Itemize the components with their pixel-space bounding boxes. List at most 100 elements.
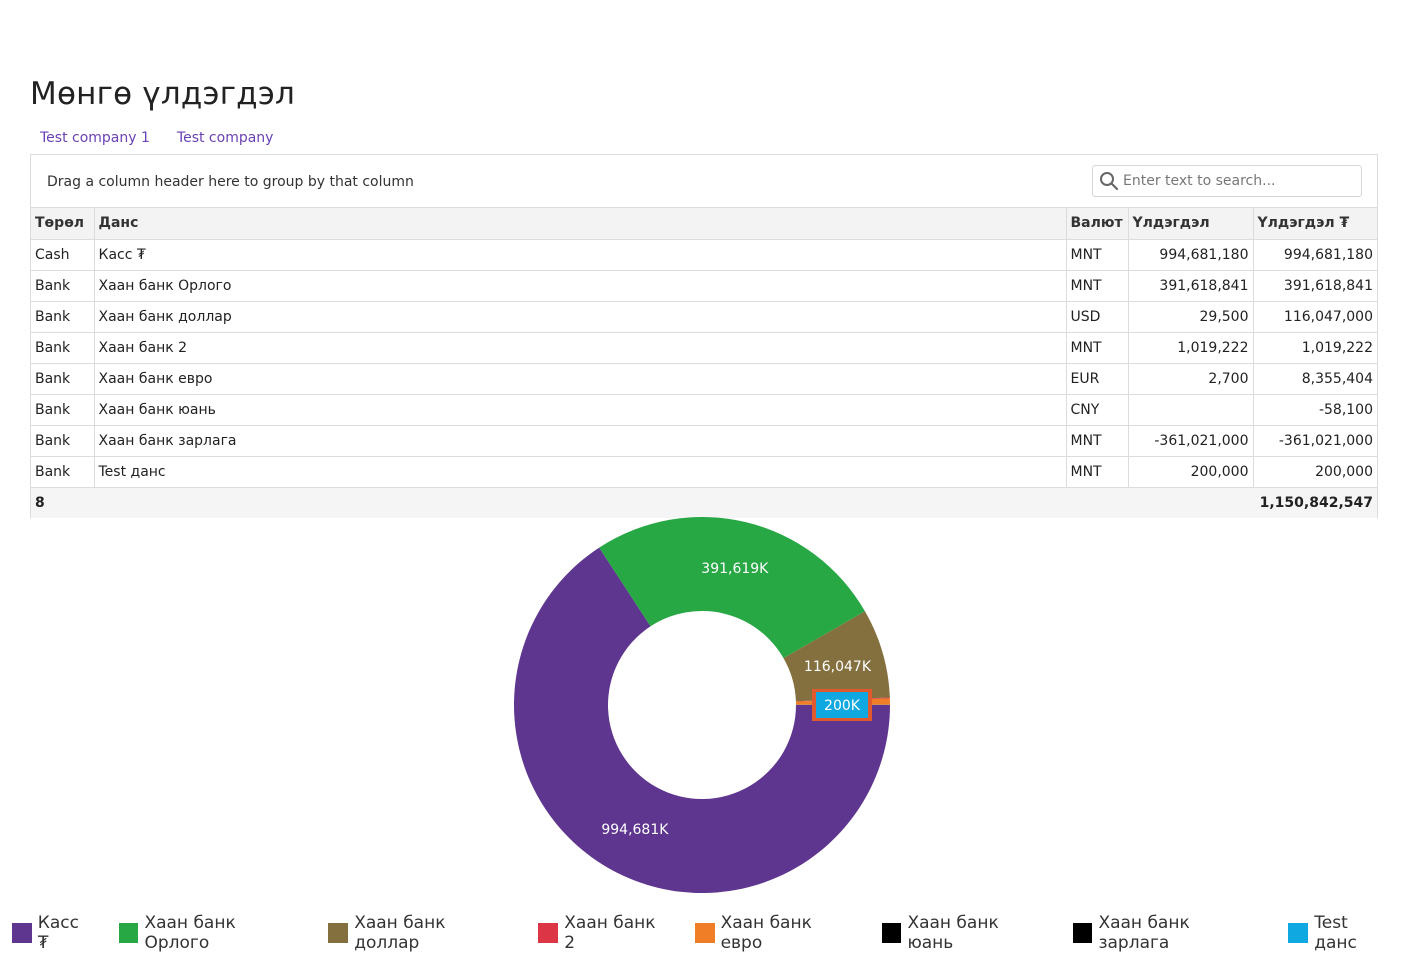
pie-slice[interactable]: [783, 611, 890, 702]
group-hint: Drag a column header here to group by th…: [47, 174, 414, 190]
cell-currency: MNT: [1066, 332, 1129, 364]
legend-label: Хаан банк зарлага: [1098, 913, 1190, 953]
legend-item[interactable]: Test данс: [1288, 913, 1395, 953]
cell-balance: 2,700: [1128, 363, 1254, 395]
cell-currency: MNT: [1066, 456, 1129, 488]
cell-type: Bank: [31, 270, 95, 302]
table-row[interactable]: Bank Хаан банк зарлага MNT -361,021,000 -361…: [31, 425, 1377, 457]
pie-slice[interactable]: [599, 517, 865, 659]
cell-account: Хаан банк зарлага: [94, 425, 1067, 457]
cell-balance: -361,021,000: [1128, 425, 1254, 457]
cell-currency: USD: [1066, 301, 1129, 333]
cell-balance: 994,681,180: [1128, 239, 1254, 271]
data-table: Төрөл Данс Валют Үлдэгдэл Үлдэгдэл ₮ Cas…: [31, 208, 1377, 518]
summary-spacer: [1066, 487, 1128, 518]
legend-swatch: [538, 923, 559, 943]
cell-balance-mnt: -361,021,000: [1253, 425, 1377, 457]
legend-item[interactable]: Хаан банк евро: [694, 913, 858, 953]
cell-currency: CNY: [1066, 394, 1129, 426]
legend-swatch: [328, 923, 349, 943]
cell-currency: MNT: [1066, 270, 1129, 302]
search-icon: [1099, 171, 1119, 191]
cell-balance-mnt: 116,047,000: [1253, 301, 1377, 333]
table-row[interactable]: Bank Хаан банк евро EUR 2,700 8,355,404: [31, 363, 1377, 395]
cell-type: Bank: [31, 332, 95, 364]
cell-balance: 391,618,841: [1128, 270, 1254, 302]
balance-grid: Drag a column header here to group by th…: [30, 154, 1378, 518]
legend-swatch: [1288, 923, 1309, 943]
table-row[interactable]: Cash Касс ₮ MNT 994,681,180 994,681,180: [31, 239, 1377, 271]
cell-balance: [1128, 394, 1254, 426]
legend-label: Хаан банк Орлого: [144, 913, 236, 953]
column-header-balance-mnt[interactable]: Үлдэгдэл ₮: [1253, 208, 1377, 240]
search-box[interactable]: [1092, 165, 1362, 197]
legend-label: Хаан банк доллар: [354, 913, 446, 953]
cell-currency: EUR: [1066, 363, 1129, 395]
slice-label: 116,047K: [804, 659, 872, 675]
column-header-currency[interactable]: Валют: [1066, 208, 1129, 240]
column-header-balance[interactable]: Үлдэгдэл: [1128, 208, 1254, 240]
cell-account: Хаан банк евро: [94, 363, 1067, 395]
cell-balance-mnt: 8,355,404: [1253, 363, 1377, 395]
group-panel[interactable]: Drag a column header here to group by th…: [31, 155, 1377, 208]
column-header-account[interactable]: Данс: [94, 208, 1067, 240]
summary-row: 8 1,150,842,547: [31, 487, 1377, 518]
summary-spacer: [94, 487, 1066, 518]
table-row[interactable]: Bank Test данс MNT 200,000 200,000: [31, 456, 1377, 488]
legend-label: Test данс: [1314, 913, 1357, 953]
cell-balance: 29,500: [1128, 301, 1254, 333]
header-row: Төрөл Данс Валют Үлдэгдэл Үлдэгдэл ₮: [31, 208, 1377, 240]
tab-test-company[interactable]: Test company: [176, 130, 274, 146]
table-row[interactable]: Bank Хаан банк юань CNY -58,100: [31, 394, 1377, 426]
cell-type: Bank: [31, 456, 95, 488]
slice-label: 391,619K: [701, 561, 769, 577]
cell-currency: MNT: [1066, 239, 1129, 271]
legend-label: Хаан банк евро: [720, 913, 812, 953]
table-row[interactable]: Bank Хаан банк доллар USD 29,500 116,047,000: [31, 301, 1377, 333]
legend-swatch: [118, 923, 139, 943]
legend-label: Хаан банк юань: [907, 913, 999, 953]
column-header-type[interactable]: Төрөл: [31, 208, 95, 240]
cell-type: Cash: [31, 239, 95, 271]
cell-account: Хаан банк Орлого: [94, 270, 1067, 302]
cell-currency: MNT: [1066, 425, 1129, 457]
company-tabs: Test company 1 Test company: [40, 130, 273, 146]
legend-swatch: [881, 923, 902, 943]
chart-legend: Касс ₮ Хаан банк Орлого Хаан банк доллар Ха…: [0, 913, 1407, 953]
table-body: Cash Касс ₮ MNT 994,681,180 994,681,180 Bank Х…: [31, 239, 1377, 488]
slice-label: 200K: [824, 698, 861, 714]
pie-slice[interactable]: [513, 547, 890, 894]
cell-account: Хаан банк 2: [94, 332, 1067, 364]
cell-balance: 200,000: [1128, 456, 1254, 488]
cell-type: Bank: [31, 363, 95, 395]
summary-spacer: [1128, 487, 1253, 518]
cell-account: Хаан банк юань: [94, 394, 1067, 426]
cell-balance-mnt: 994,681,180: [1253, 239, 1377, 271]
cell-balance-mnt: 1,019,222: [1253, 332, 1377, 364]
cell-balance-mnt: 391,618,841: [1253, 270, 1377, 302]
cell-account: Хаан банк доллар: [94, 301, 1067, 333]
legend-item[interactable]: Хаан банк 2: [538, 913, 670, 953]
legend-item[interactable]: Хаан банк Орлого: [118, 913, 305, 953]
cell-balance: 1,019,222: [1128, 332, 1254, 364]
slice-label: 994,681K: [601, 822, 669, 838]
search-input[interactable]: [1123, 173, 1353, 189]
cell-type: Bank: [31, 301, 95, 333]
legend-swatch: [1072, 923, 1093, 943]
legend-item[interactable]: Хаан банк доллар: [328, 913, 514, 953]
table-row[interactable]: Bank Хаан банк Орлого MNT 391,618,841 391,61…: [31, 270, 1377, 302]
legend-item[interactable]: Касс ₮: [12, 913, 95, 953]
legend-item[interactable]: Хаан банк зарлага: [1072, 913, 1265, 953]
total-balance: 1,150,842,547: [1253, 487, 1377, 518]
legend-label: Хаан банк 2: [564, 913, 656, 953]
legend-label: Касс ₮: [37, 913, 79, 953]
table-row[interactable]: Bank Хаан банк 2 MNT 1,019,222 1,019,222: [31, 332, 1377, 364]
legend-swatch: [694, 923, 715, 943]
cell-balance-mnt: 200,000: [1253, 456, 1377, 488]
legend-item[interactable]: Хаан банк юань: [881, 913, 1049, 953]
legend-swatch: [12, 923, 32, 943]
slice-label-box: [816, 692, 868, 718]
tab-test-company-1[interactable]: Test company 1: [40, 130, 150, 146]
